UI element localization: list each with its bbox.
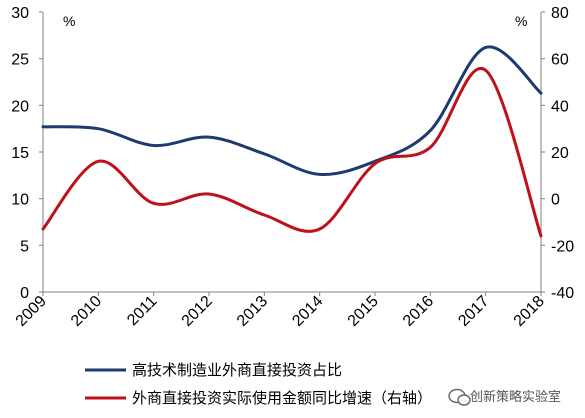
- left-tick-label: 25: [11, 52, 29, 69]
- x-tick-label: 2018: [511, 293, 548, 330]
- right-tick-label: 80: [551, 5, 569, 22]
- x-tick-label: 2011: [124, 293, 160, 329]
- series-line-2: [41, 66, 543, 238]
- right-tick-label: 40: [551, 98, 569, 115]
- right-unit-label: %: [515, 13, 527, 29]
- right-tick-label: -20: [551, 238, 574, 255]
- left-tick-label: 0: [20, 285, 29, 302]
- right-tick-label: 20: [551, 145, 569, 162]
- x-tick-label: 2015: [345, 293, 382, 330]
- x-tick-label: 2016: [400, 293, 437, 330]
- left-tick-label: 20: [11, 98, 29, 115]
- watermark-label: 创新策略实验室: [470, 389, 561, 405]
- left-tick-label: 5: [20, 238, 29, 255]
- wechat-icon: [448, 388, 471, 406]
- x-tick-label: 2014: [289, 293, 326, 330]
- left-tick-label: 10: [11, 192, 29, 209]
- legend-label-2: 外商直接投资实际使用金额同比增速（右轴）: [132, 389, 432, 407]
- left-tick-label: 15: [11, 145, 29, 162]
- watermark: 创新策略实验室: [448, 388, 561, 406]
- x-tick-label: 2010: [68, 293, 105, 330]
- legend-label-1: 高技术制造业外商直接投资占比: [132, 361, 342, 379]
- right-tick-label: 60: [551, 52, 569, 69]
- right-tick-label: -40: [551, 285, 574, 302]
- left-tick-label: 30: [11, 5, 29, 22]
- right-tick-label: 0: [551, 192, 560, 209]
- x-tick-label: 2009: [13, 293, 50, 330]
- wechat-bubble-small: [457, 394, 471, 406]
- x-tick-label: 2012: [179, 293, 216, 330]
- series-lines: [41, 45, 543, 238]
- series-line-1: [41, 45, 543, 176]
- x-tick-label: 2017: [455, 293, 492, 330]
- left-unit-label: %: [63, 13, 75, 29]
- x-tick-label: 2013: [234, 293, 271, 330]
